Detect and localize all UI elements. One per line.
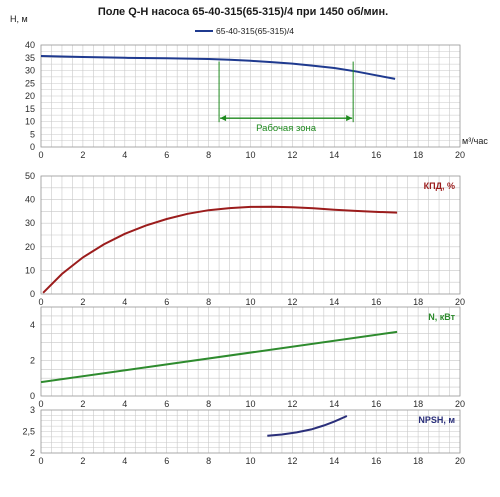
x-tick-label: 6 bbox=[164, 297, 169, 307]
x-tick-label: 14 bbox=[329, 399, 339, 409]
chart-panel-2: 0 2 4 6 8 10 12 14 16 18 20 0 10 20 30 40 50 КПД, % bbox=[25, 171, 465, 307]
x-tick-label: 4 bbox=[122, 399, 127, 409]
zone-arrow-right-head bbox=[346, 115, 353, 122]
y-tick-label: 2,5 bbox=[22, 427, 35, 437]
x-tick-label: 0 bbox=[38, 150, 43, 160]
y-tick-label: 4 bbox=[30, 320, 35, 330]
series-line bbox=[40, 330, 398, 384]
x-tick-label: 2 bbox=[80, 399, 85, 409]
x-tick-label: 16 bbox=[371, 150, 381, 160]
x-tick-label: 20 bbox=[455, 150, 465, 160]
x-tick-label: 4 bbox=[122, 150, 127, 160]
x-tick-label: 18 bbox=[413, 399, 423, 409]
y-tick-label: 30 bbox=[25, 66, 35, 76]
x-tick-label: 20 bbox=[455, 399, 465, 409]
x-tick-label: 14 bbox=[329, 456, 339, 466]
y-tick-label: 50 bbox=[25, 171, 35, 181]
y-tick-label: 35 bbox=[25, 53, 35, 63]
x-tick-label: 14 bbox=[329, 150, 339, 160]
x-tick-label: 20 bbox=[455, 297, 465, 307]
panel-label: NPSH, м bbox=[418, 415, 455, 425]
x-tick-label: 16 bbox=[371, 297, 381, 307]
x-tick-label: 18 bbox=[413, 456, 423, 466]
y-tick-label: 3 bbox=[30, 405, 35, 415]
chart-title: Поле Q-H насоса 65-40-315(65-315)/4 при … bbox=[98, 6, 388, 18]
y-tick-label: 20 bbox=[25, 91, 35, 101]
plot-frame bbox=[40, 44, 461, 148]
x-tick-label: 10 bbox=[245, 150, 255, 160]
y-tick-label: 10 bbox=[25, 117, 35, 127]
y-tick-label: 0 bbox=[30, 289, 35, 299]
x-tick-label: 10 bbox=[245, 456, 255, 466]
x-tick-label: 4 bbox=[122, 297, 127, 307]
y-tick-label: 2 bbox=[30, 355, 35, 365]
x-tick-label: 10 bbox=[245, 297, 255, 307]
panel-label: КПД, % bbox=[424, 181, 455, 191]
plot-frame bbox=[40, 175, 461, 295]
series-line bbox=[267, 415, 348, 437]
x-tick-label: 16 bbox=[371, 456, 381, 466]
working-zone-label: Рабочая зона bbox=[256, 123, 317, 134]
y-tick-label: 30 bbox=[25, 218, 35, 228]
x-axis-label: м³/час bbox=[462, 136, 488, 146]
x-tick-label: 12 bbox=[287, 150, 297, 160]
y-tick-label: 0 bbox=[30, 142, 35, 152]
x-tick-label: 6 bbox=[164, 150, 169, 160]
y-tick-label: 40 bbox=[25, 195, 35, 205]
series-line-head bbox=[40, 55, 396, 80]
x-tick-label: 4 bbox=[122, 456, 127, 466]
y-tick-label: 20 bbox=[25, 242, 35, 252]
x-tick-label: 8 bbox=[206, 150, 211, 160]
y-tick-label: 2 bbox=[30, 448, 35, 458]
plot-frame bbox=[40, 409, 461, 454]
y-tick-label: 5 bbox=[30, 129, 35, 139]
x-tick-label: 12 bbox=[287, 456, 297, 466]
x-tick-label: 2 bbox=[80, 297, 85, 307]
x-tick-label: 20 bbox=[455, 456, 465, 466]
x-tick-label: 12 bbox=[287, 399, 297, 409]
x-tick-label: 2 bbox=[80, 150, 85, 160]
x-tick-label: 0 bbox=[38, 456, 43, 466]
x-tick-label: 18 bbox=[413, 297, 423, 307]
x-tick-label: 8 bbox=[206, 456, 211, 466]
zone-arrow-left-head bbox=[220, 115, 227, 122]
y-tick-label: 25 bbox=[25, 78, 35, 88]
x-tick-label: 6 bbox=[164, 399, 169, 409]
x-tick-label: 8 bbox=[206, 399, 211, 409]
x-tick-label: 14 bbox=[329, 297, 339, 307]
y-tick-label: 0 bbox=[30, 391, 35, 401]
chart-panel-3: 0 2 4 6 8 10 12 14 16 18 20 0 2 4 N, кВт bbox=[30, 306, 465, 409]
series-line bbox=[42, 205, 398, 294]
x-tick-label: 10 bbox=[245, 399, 255, 409]
plot-frame bbox=[40, 306, 461, 397]
chart-panel-1: 0 2 4 6 8 10 12 14 16 18 20 0 5 10 15 20 25 30 35 40 H, м м³/… bbox=[10, 14, 488, 160]
x-tick-label: 16 bbox=[371, 399, 381, 409]
legend-label: 65-40-315(65-315)/4 bbox=[216, 26, 294, 36]
x-tick-label: 0 bbox=[38, 399, 43, 409]
x-tick-label: 18 bbox=[413, 150, 423, 160]
y-tick-label: 40 bbox=[25, 40, 35, 50]
panel-label: N, кВт bbox=[428, 312, 455, 322]
x-tick-label: 12 bbox=[287, 297, 297, 307]
y-tick-label: 15 bbox=[25, 104, 35, 114]
x-tick-label: 0 bbox=[38, 297, 43, 307]
y-tick-label: 10 bbox=[25, 265, 35, 275]
x-tick-label: 8 bbox=[206, 297, 211, 307]
x-tick-label: 6 bbox=[164, 456, 169, 466]
x-tick-label: 2 bbox=[80, 456, 85, 466]
y-axis-label: H, м bbox=[10, 14, 28, 24]
